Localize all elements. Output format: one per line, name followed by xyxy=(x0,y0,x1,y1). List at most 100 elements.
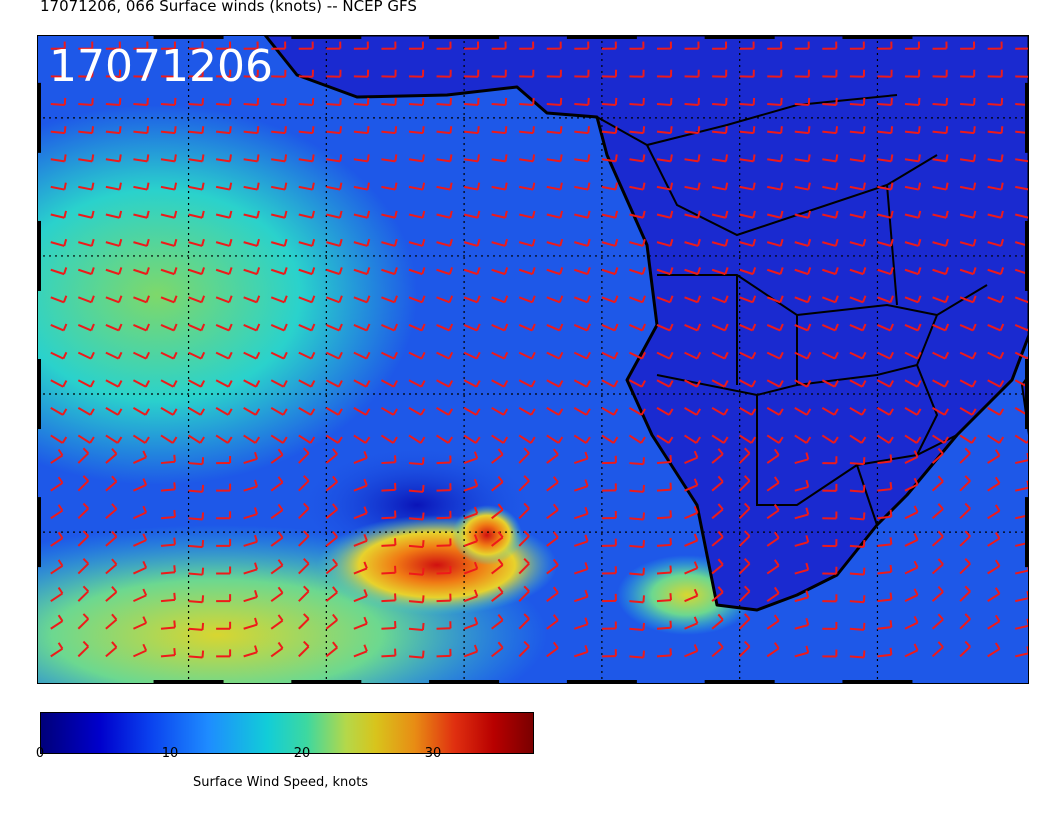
wind-barb xyxy=(160,454,176,465)
wind-barb xyxy=(849,567,866,576)
wind-barb xyxy=(794,267,812,276)
wind-barb xyxy=(656,454,672,465)
wind-barb xyxy=(353,478,368,492)
wind-barb xyxy=(711,613,724,630)
wind-barb xyxy=(188,41,204,50)
wind-barb xyxy=(794,295,812,304)
wind-barb xyxy=(381,267,398,276)
wind-barb xyxy=(849,41,865,50)
wind-barb xyxy=(932,126,949,135)
wind-barb xyxy=(491,323,509,332)
wind-barb xyxy=(684,533,699,547)
wind-barb xyxy=(519,97,535,106)
wind-barb xyxy=(105,406,123,416)
wind-barb xyxy=(518,557,530,575)
wind-barb xyxy=(408,379,426,388)
wind-barb xyxy=(904,533,919,547)
wind-barb xyxy=(381,351,398,360)
wind-barb xyxy=(216,621,232,630)
wind-barb xyxy=(794,97,811,106)
wind-barb xyxy=(711,558,724,575)
wind-barb xyxy=(105,210,123,219)
wind-barb xyxy=(188,182,205,191)
wind-barb xyxy=(877,154,894,163)
wind-barb xyxy=(133,351,150,360)
wind-barb xyxy=(326,69,342,78)
wind-barb xyxy=(876,406,894,416)
wind-barb xyxy=(987,587,1001,602)
wind-barb xyxy=(711,406,729,416)
wind-barb xyxy=(656,565,672,575)
wind-barb xyxy=(160,41,176,50)
wind-barb xyxy=(353,533,368,547)
wind-barb xyxy=(766,642,780,658)
wind-barb xyxy=(298,323,316,332)
colorbar-label: Surface Wind Speed, knots xyxy=(193,775,369,790)
wind-barb xyxy=(464,97,480,106)
wind-barb xyxy=(381,538,397,547)
wind-barb xyxy=(629,595,645,604)
wind-barb xyxy=(243,210,260,219)
wind-barb xyxy=(767,69,783,78)
wind-barb xyxy=(711,586,724,602)
wind-barb xyxy=(656,69,673,78)
wind-barb xyxy=(491,41,507,50)
wind-barb xyxy=(794,379,812,388)
wind-barb xyxy=(684,295,702,304)
wind-barb xyxy=(464,126,480,135)
wind-barb xyxy=(766,434,784,444)
wind-barb xyxy=(518,447,530,464)
wind-barb xyxy=(904,41,920,50)
wind-barb xyxy=(491,614,504,630)
wind-barb xyxy=(546,97,563,106)
wind-barb xyxy=(931,447,944,464)
wind-barb xyxy=(711,295,729,304)
wind-barb xyxy=(987,238,1005,247)
wind-barb xyxy=(931,503,944,520)
wind-barb xyxy=(546,182,563,191)
wind-barb xyxy=(491,97,508,106)
wind-barb xyxy=(463,478,479,492)
wind-barb xyxy=(987,295,1005,304)
wind-barb xyxy=(408,267,426,276)
wind-barb xyxy=(767,97,783,106)
wind-barb xyxy=(546,210,563,219)
wind-barb xyxy=(821,295,839,304)
wind-barb xyxy=(160,565,176,575)
wind-barb xyxy=(408,126,425,135)
wind-barb xyxy=(574,267,591,276)
wind-barb xyxy=(684,506,699,520)
wind-barb xyxy=(243,406,261,416)
wind-barb xyxy=(298,210,315,219)
wind-barb xyxy=(684,210,701,219)
wind-barb xyxy=(546,154,563,163)
wind-barb xyxy=(326,267,343,276)
wind-barb xyxy=(574,126,591,135)
wind-barb xyxy=(243,451,259,465)
wind-barb xyxy=(353,506,368,520)
wind-barb xyxy=(50,182,67,191)
wind-barb xyxy=(738,447,751,464)
wind-barb xyxy=(78,69,94,78)
wind-barb xyxy=(436,69,452,78)
wind-barb xyxy=(105,126,122,135)
wind-barb xyxy=(601,267,619,276)
wind-barb xyxy=(960,97,976,106)
wind-barb xyxy=(987,559,1001,575)
wind-barb xyxy=(353,451,368,464)
wind-barb xyxy=(436,648,452,658)
wind-barb xyxy=(133,643,148,658)
wind-barb xyxy=(353,154,370,163)
wind-barb xyxy=(380,406,398,416)
wind-barb xyxy=(381,210,398,219)
wind-barb xyxy=(188,210,205,219)
wind-barb xyxy=(629,238,646,247)
wind-barb xyxy=(959,154,976,163)
wind-barb xyxy=(711,154,728,163)
wind-barb xyxy=(601,593,617,603)
wind-barb xyxy=(849,267,867,276)
wind-barb xyxy=(932,41,948,50)
wind-barb xyxy=(712,69,728,78)
wind-barb xyxy=(243,97,260,106)
wind-barb xyxy=(877,592,893,603)
